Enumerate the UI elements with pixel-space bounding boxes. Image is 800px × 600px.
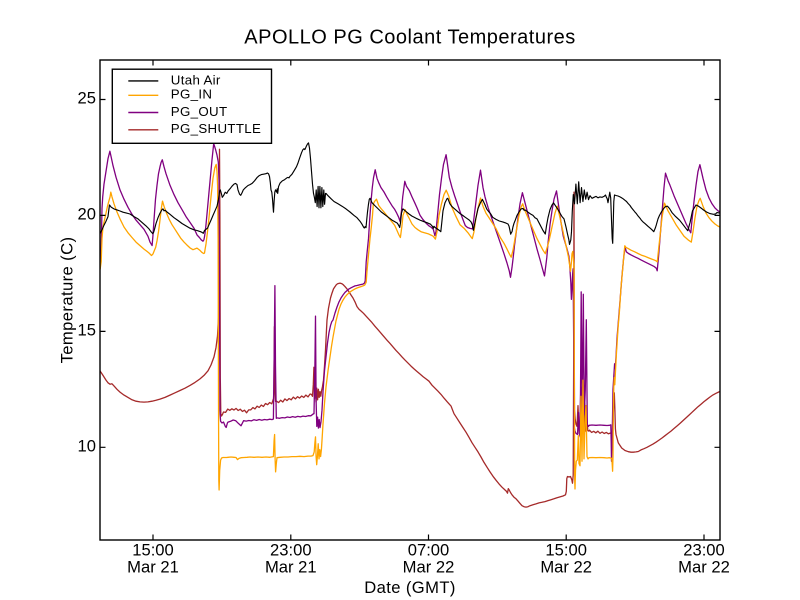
svg-text:PG_IN: PG_IN xyxy=(171,87,213,102)
svg-text:PG_SHUTTLE: PG_SHUTTLE xyxy=(171,121,261,136)
svg-text:Mar 22: Mar 22 xyxy=(678,558,730,577)
svg-text:Utah Air: Utah Air xyxy=(171,72,221,87)
svg-text:Temperature (C): Temperature (C) xyxy=(58,237,77,364)
svg-text:23:00: 23:00 xyxy=(683,541,725,560)
svg-text:Mar 21: Mar 21 xyxy=(127,558,179,577)
svg-text:07:00: 07:00 xyxy=(408,541,450,560)
svg-text:20: 20 xyxy=(78,205,96,224)
svg-text:APOLLO PG Coolant Temperatures: APOLLO PG Coolant Temperatures xyxy=(244,27,575,49)
svg-text:PG_OUT: PG_OUT xyxy=(171,104,228,119)
svg-text:15:00: 15:00 xyxy=(132,541,174,560)
svg-text:10: 10 xyxy=(78,437,96,456)
svg-text:25: 25 xyxy=(78,89,96,108)
svg-text:Mar 21: Mar 21 xyxy=(265,558,317,577)
svg-text:23:00: 23:00 xyxy=(270,541,312,560)
svg-text:Mar 22: Mar 22 xyxy=(403,558,455,577)
svg-text:Mar 22: Mar 22 xyxy=(540,558,592,577)
svg-text:Date (GMT): Date (GMT) xyxy=(364,578,456,597)
svg-text:15: 15 xyxy=(78,321,96,340)
svg-text:15:00: 15:00 xyxy=(545,541,587,560)
